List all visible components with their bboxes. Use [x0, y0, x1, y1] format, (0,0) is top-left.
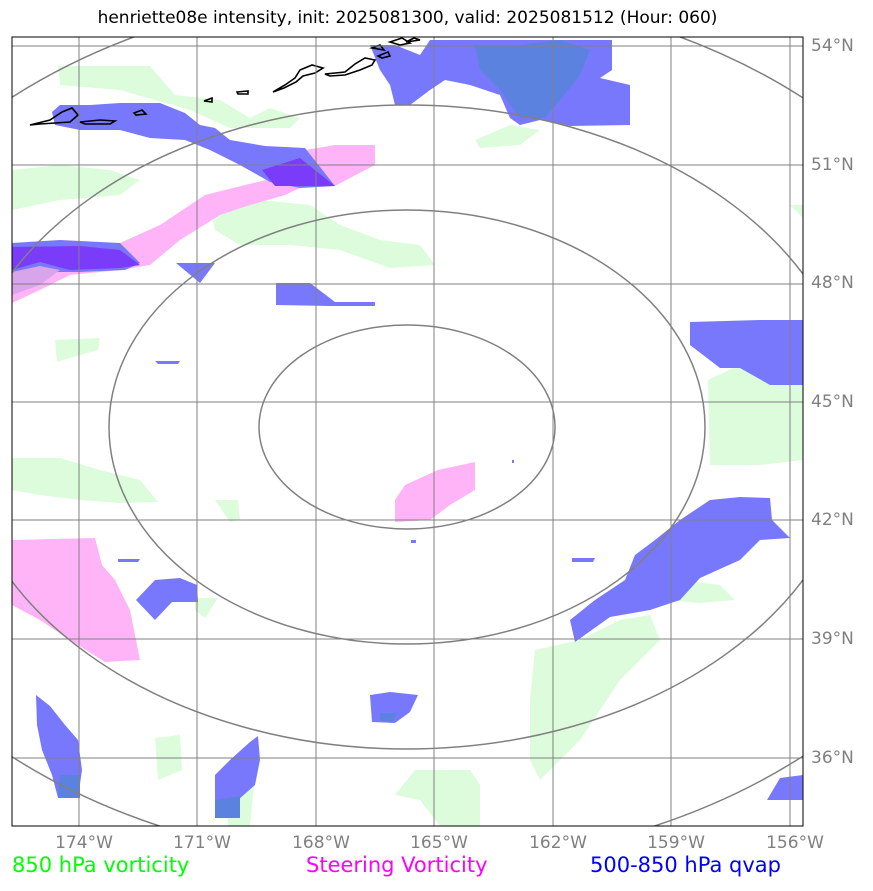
- map-title: henriette08e intensity, init: 2025081300…: [97, 8, 718, 28]
- lon-label-159w: 159°W: [647, 833, 705, 853]
- lat-label-42n: 42°N: [811, 510, 854, 530]
- vorticity-850-fill: [12, 45, 803, 826]
- lat-label-45n: 45°N: [811, 392, 854, 412]
- qvap-steering-mix-fill: [12, 266, 60, 295]
- lon-label-171w: 171°W: [173, 833, 231, 853]
- qvap-fill: [12, 40, 803, 818]
- map-frame: [11, 36, 804, 827]
- lat-label-54n: 54°N: [811, 36, 854, 56]
- qvap-dark-fill: [58, 40, 590, 818]
- legend-steering: Steering Vorticity: [306, 853, 488, 877]
- legend-qvap: 500-850 hPa qvap: [590, 853, 781, 877]
- lat-label-51n: 51°N: [811, 155, 854, 175]
- range-rings: [12, 37, 803, 826]
- lon-label-174w: 174°W: [55, 833, 113, 853]
- legend-vorticity: 850 hPa vorticity: [12, 853, 190, 877]
- lon-label-168w: 168°W: [292, 833, 350, 853]
- lon-label-156w: 156°W: [766, 833, 824, 853]
- graticule: [12, 37, 803, 826]
- lon-label-162w: 162°W: [529, 833, 587, 853]
- lon-label-165w: 165°W: [410, 833, 468, 853]
- lat-label-36n: 36°N: [811, 748, 854, 768]
- lat-label-48n: 48°N: [811, 273, 854, 293]
- coastline: [29, 37, 421, 126]
- lat-label-39n: 39°N: [811, 629, 854, 649]
